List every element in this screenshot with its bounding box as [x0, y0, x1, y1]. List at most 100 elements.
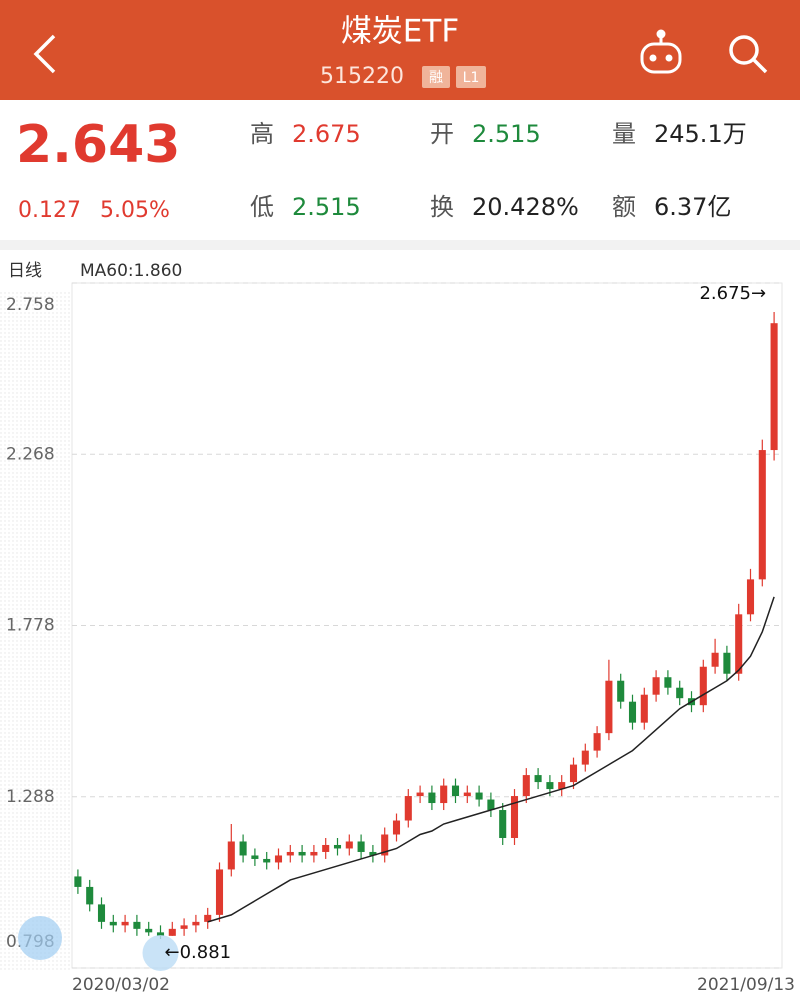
- stat-value: 20.428%: [472, 193, 579, 221]
- candle-body: [487, 799, 495, 811]
- candle-body: [593, 733, 601, 751]
- back-button[interactable]: [33, 34, 56, 74]
- candle-body: [676, 687, 684, 699]
- candle-body: [286, 851, 294, 856]
- candle-body: [298, 851, 306, 856]
- expand-button[interactable]: [18, 916, 62, 960]
- marker-bubble: [142, 934, 179, 971]
- separator: [0, 240, 800, 250]
- candle-body: [274, 855, 283, 863]
- candle-body: [770, 323, 778, 451]
- badge: 融: [429, 70, 443, 86]
- stat-value: 2.515: [472, 120, 541, 148]
- candle-body: [392, 820, 401, 835]
- candle-body: [215, 869, 224, 915]
- y-tick-label: 1.778: [6, 616, 55, 636]
- price-change-pct: 5.05%: [100, 198, 170, 223]
- max-annotation: 2.675→: [699, 283, 766, 304]
- stat-label: 高: [250, 120, 274, 148]
- x-tick-label: 2020/03/02: [72, 975, 170, 995]
- candle-body: [558, 782, 566, 790]
- stat-label: 换: [430, 193, 454, 221]
- candle-body: [97, 904, 106, 922]
- price-change: 0.127: [18, 198, 81, 223]
- stock-title: 煤炭ETF: [341, 14, 459, 50]
- stat-value: 2.515: [292, 193, 361, 221]
- badge-bg: [456, 66, 486, 88]
- candle-body: [168, 928, 176, 936]
- candle-body: [711, 652, 719, 667]
- candle-body: [628, 701, 637, 723]
- stat-value: 6.37亿: [654, 193, 731, 221]
- ma-line: [207, 596, 775, 923]
- candle-body: [145, 928, 153, 933]
- candle-body: [180, 925, 188, 929]
- stat-label: 开: [430, 120, 454, 148]
- candle-body: [451, 785, 460, 797]
- candle-body: [86, 886, 94, 905]
- badge: L1: [463, 70, 480, 86]
- candle-body: [569, 764, 578, 783]
- candle-body: [534, 775, 542, 783]
- candle-body: [746, 579, 755, 615]
- candle-body: [463, 792, 471, 797]
- candle-body: [510, 796, 519, 838]
- stat-label: 量: [612, 120, 636, 148]
- candle-body: [605, 680, 613, 734]
- candle-body: [440, 785, 448, 804]
- candle-body: [652, 677, 660, 695]
- candle-body: [227, 841, 235, 870]
- period-label: 日线: [8, 261, 42, 281]
- candle-body: [192, 921, 200, 926]
- candle-body: [416, 792, 424, 797]
- y-tick-label: 2.758: [6, 295, 55, 315]
- candle-body: [369, 851, 377, 856]
- candle-body: [428, 792, 436, 804]
- ma-legend: MA60:1.860: [80, 261, 182, 281]
- candle-body: [475, 792, 483, 800]
- candle-body: [322, 844, 330, 852]
- stat-value: 2.675: [292, 120, 361, 148]
- candle-body: [109, 921, 117, 926]
- axis-panel: [0, 290, 72, 970]
- search-icon[interactable]: [729, 35, 768, 74]
- candle-body: [723, 652, 731, 674]
- stat-label: 额: [612, 193, 636, 221]
- candle-body: [251, 855, 259, 859]
- candle-body: [310, 851, 318, 856]
- candle-body: [499, 810, 507, 838]
- header-bar: [0, 0, 800, 100]
- y-tick-label: 1.288: [6, 787, 55, 807]
- stat-value: 245.1万: [654, 120, 747, 148]
- candle-body: [522, 775, 530, 797]
- robot-icon[interactable]: [640, 29, 682, 74]
- candle-body: [581, 750, 589, 765]
- candle-body: [735, 614, 743, 674]
- min-annotation: ←0.881: [165, 942, 232, 963]
- candle-body: [333, 844, 342, 849]
- stat-label: 低: [250, 193, 274, 221]
- candle-body: [758, 450, 766, 580]
- candle-body: [263, 858, 271, 863]
- candle-body: [404, 796, 412, 821]
- candle-body: [546, 782, 554, 790]
- candle-body: [617, 680, 625, 702]
- candle-body: [156, 932, 165, 936]
- candle-body: [664, 677, 672, 688]
- x-tick-label: 2021/09/13: [697, 975, 795, 995]
- candle-body: [239, 841, 247, 856]
- candle-body: [640, 694, 648, 723]
- y-tick-label: 2.268: [6, 444, 55, 464]
- candle-body: [357, 841, 365, 852]
- candle-body: [121, 921, 129, 926]
- candle-body: [345, 841, 353, 849]
- badge-bg: [422, 66, 450, 88]
- candle-body: [381, 834, 389, 856]
- candle-body: [204, 914, 212, 922]
- stock-code: 515220: [320, 64, 404, 89]
- candle-body: [699, 666, 707, 706]
- candle-body: [133, 921, 141, 929]
- candle-body: [74, 876, 82, 887]
